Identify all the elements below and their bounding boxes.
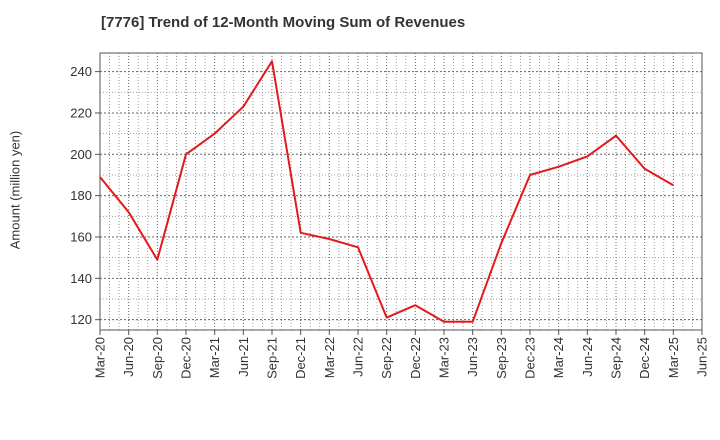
x-tick-label: Jun-21 [236, 337, 251, 377]
x-tick-label: Sep-23 [494, 337, 509, 379]
x-tick-label: Sep-20 [150, 337, 165, 379]
x-tick-label: Sep-24 [609, 337, 624, 379]
x-tick-label: Dec-22 [408, 337, 423, 379]
x-tick-label: Sep-21 [265, 337, 280, 379]
x-tick-label: Mar-25 [666, 337, 681, 378]
x-tick-label: Dec-21 [293, 337, 308, 379]
x-tick-label: Dec-24 [637, 337, 652, 379]
x-tick-label: Mar-24 [551, 337, 566, 378]
x-tick-label: Jun-25 [695, 337, 710, 377]
x-tick-label: Mar-22 [322, 337, 337, 378]
x-tick-label: Mar-23 [437, 337, 452, 378]
grid-lines [100, 53, 702, 330]
x-tick-label: Jun-22 [351, 337, 366, 377]
y-tick-label: 120 [70, 312, 92, 327]
y-tick-label: 140 [70, 271, 92, 286]
chart-title: [7776] Trend of 12-Month Moving Sum of R… [101, 14, 466, 31]
x-axis: Mar-20 Jun-20 Sep-20 Dec-20 Mar-21 Jun-21 Sep-… [93, 330, 710, 379]
series-line [99, 60, 674, 323]
y-tick-label: 220 [70, 105, 92, 120]
x-tick-label: Sep-22 [379, 337, 394, 379]
plot-frame [99, 52, 703, 331]
y-axis: 120 140 160 180 200 220 240 [70, 64, 100, 327]
x-tick-label: Dec-20 [179, 337, 194, 379]
y-tick-label: 240 [70, 64, 92, 79]
x-tick-label: Mar-21 [207, 337, 222, 378]
series-group [99, 60, 674, 323]
y-tick-label: 180 [70, 188, 92, 203]
y-tick-label: 200 [70, 147, 92, 162]
x-tick-label: Jun-24 [580, 337, 595, 377]
x-tick-label: Dec-23 [523, 337, 538, 379]
x-tick-label: Jun-23 [465, 337, 480, 377]
x-tick-label: Jun-20 [121, 337, 136, 377]
x-tick-label: Mar-20 [93, 337, 108, 378]
y-tick-label: 160 [70, 229, 92, 244]
